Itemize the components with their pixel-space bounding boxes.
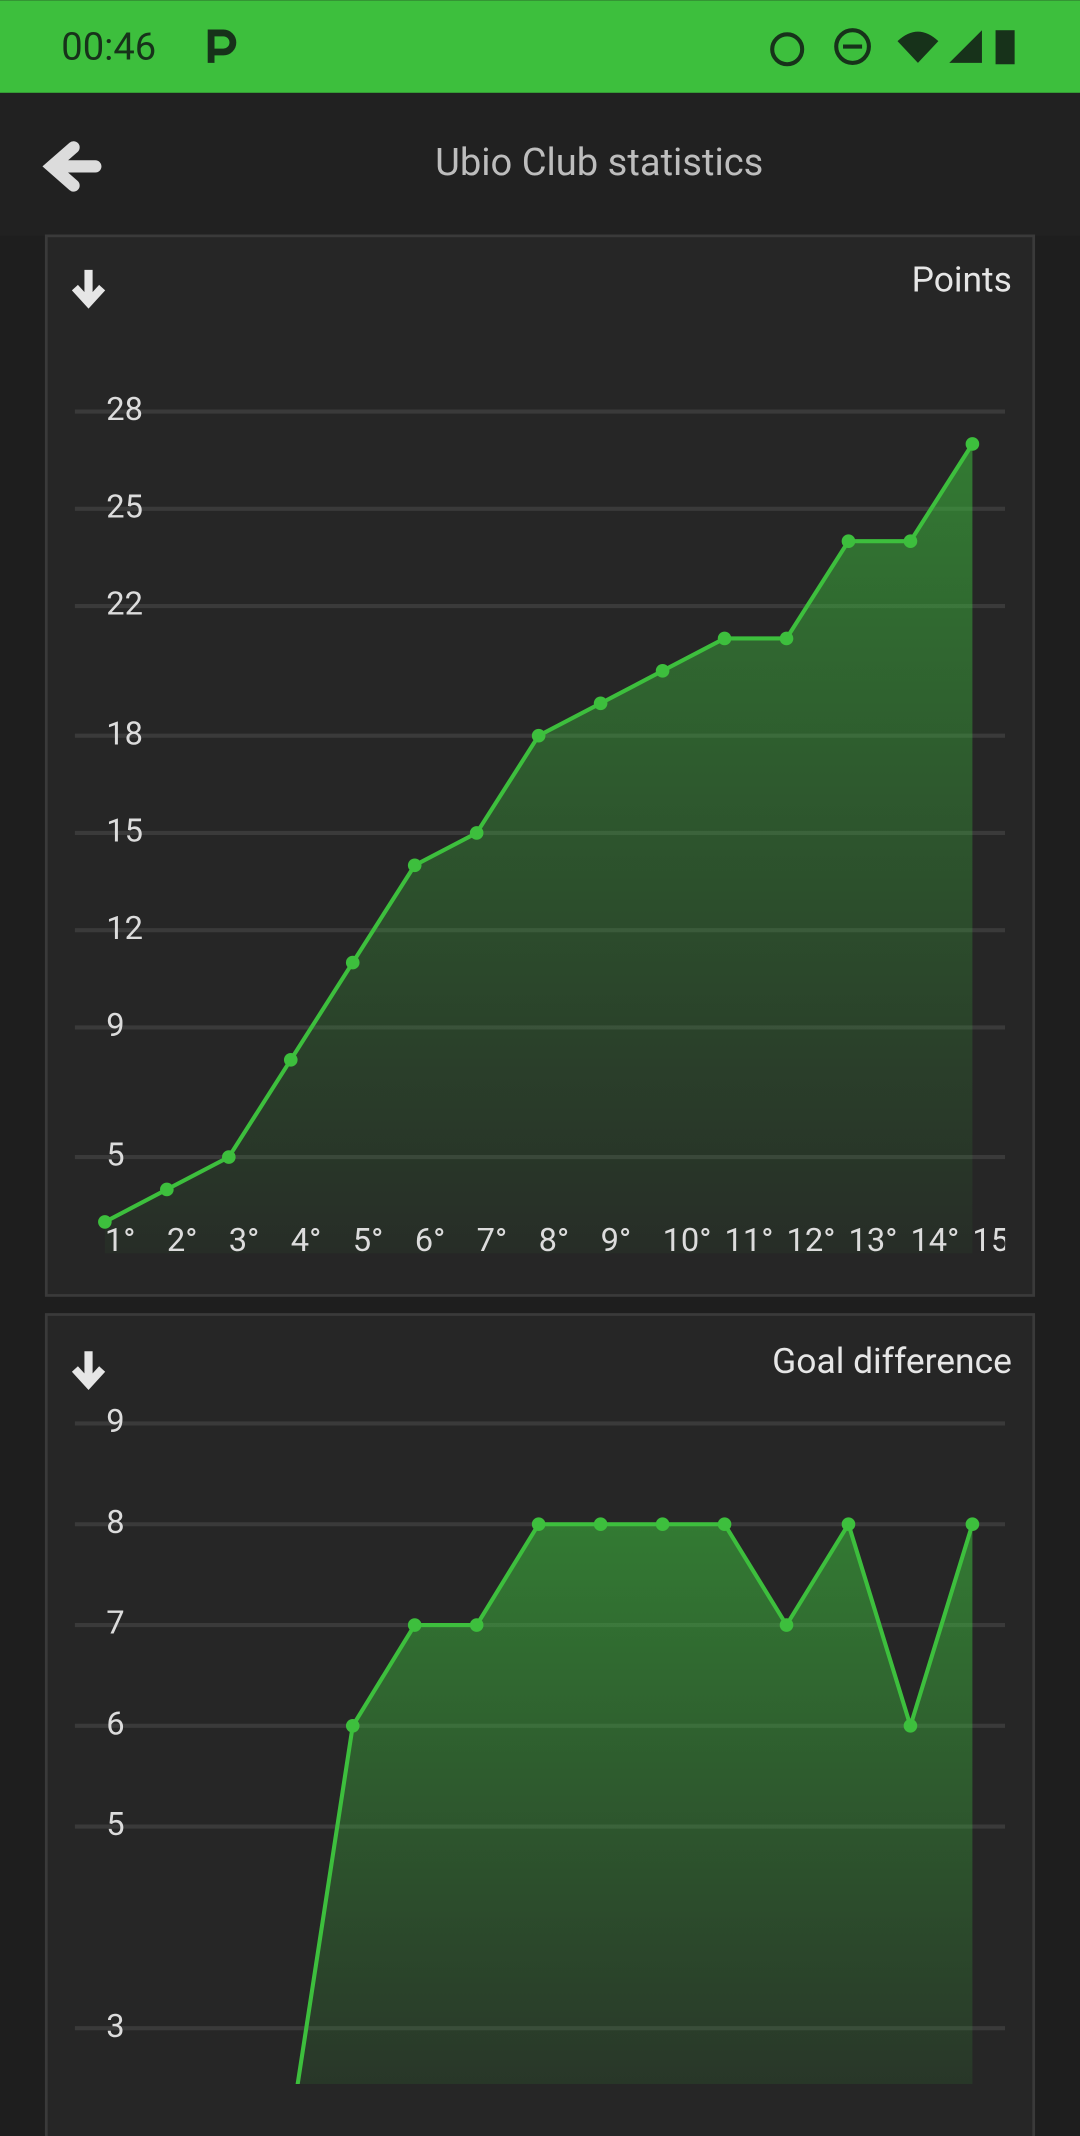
x-tick-label: 2° [167,1221,198,1259]
x-tick-label: 13° [848,1221,897,1259]
x-tick-label: 7° [477,1221,508,1259]
x-tick-label: 12° [787,1221,836,1259]
data-point [469,1618,484,1632]
data-point [965,1517,980,1532]
plot: 3 5 6 7 8 9 [74,1402,1006,2084]
x-tick-label: 1° [105,1221,136,1259]
status-bar [0,0,1080,93]
area [104,443,973,1254]
data-point [407,858,422,873]
plot: 5 9 12 15 18 22 25 28 1° 2° 3° 4° 5° 6° 7° 8° 9° 10° 11° 12… [74,390,1021,1259]
data-point [593,696,608,711]
x-tick-label: 6° [415,1221,446,1259]
status-icons [207,28,1015,67]
data-point [841,534,856,549]
y-tick-label: 9 [106,1006,124,1044]
data-point [345,1718,360,1733]
x-tick-label: 4° [291,1221,322,1259]
x-tick-label: 14° [910,1221,959,1259]
data-point [779,631,794,646]
x-tick-label: 5° [353,1221,384,1259]
data-point [221,1150,236,1164]
data-point [593,1517,608,1532]
data-point [717,1517,732,1532]
y-tick-label: 22 [106,585,143,623]
data-point [655,664,670,678]
y-tick-label: 9 [106,1402,124,1440]
y-tick-label: 25 [106,487,143,525]
x-tick-label: 10° [663,1221,712,1259]
line [295,1519,975,2084]
app-bar [0,92,1080,236]
y-tick-label: 15 [106,812,143,850]
data-point [283,1053,298,1067]
data-point [717,631,732,646]
back-button[interactable] [42,141,102,192]
y-tick-label: 28 [106,390,143,428]
y-tick-label: 6 [106,1704,124,1742]
data-point [903,1718,918,1733]
y-tick-label: 7 [106,1604,124,1642]
x-tick-label: 15° [972,1221,1021,1259]
y-tick-label: 5 [106,1136,124,1174]
app-title: Ubio Club statistics [435,141,763,185]
data-point [531,728,546,743]
x-tick-label: 9° [601,1221,632,1259]
data-point [531,1517,546,1532]
data-point [407,1618,422,1632]
chart-title: Points [912,259,1012,301]
x-tick-label: 3° [229,1221,260,1259]
data-point [345,955,360,970]
data-point [655,1517,670,1532]
y-tick-label: 8 [106,1503,124,1541]
y-tick-label: 12 [106,909,143,947]
chart-title: Goal difference [772,1340,1012,1382]
data-point [903,534,918,549]
data-point [841,1517,856,1532]
y-tick-label: 3 [106,2007,124,2045]
x-tick-label: 8° [539,1221,570,1259]
data-point [160,1182,174,1197]
sort-button[interactable] [71,1351,106,1391]
data-point [98,1215,112,1229]
data-point [779,1618,794,1632]
status-time: 00:46 [61,25,156,69]
y-tick-label: 5 [106,1805,124,1843]
y-tick-label: 18 [106,714,143,752]
x-tick-label: 11° [725,1221,774,1259]
area [297,1524,973,2084]
data-point [965,437,980,451]
sort-button[interactable] [71,269,106,309]
data-point [469,826,484,840]
